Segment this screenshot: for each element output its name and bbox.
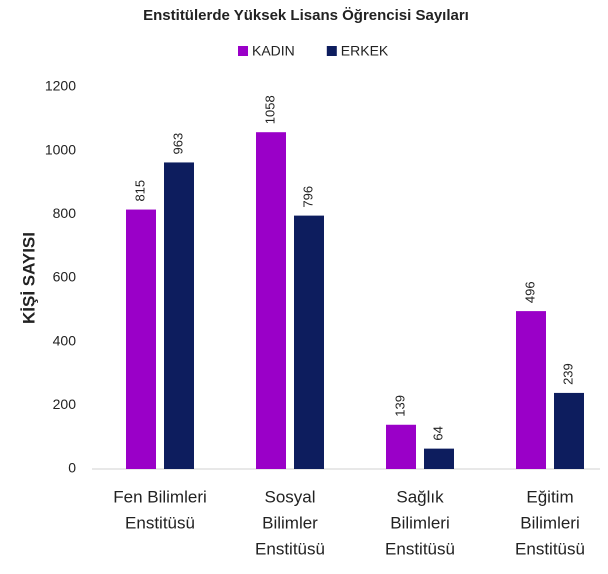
legend-label: ERKEK bbox=[341, 43, 389, 59]
legend-swatch bbox=[238, 46, 248, 56]
y-tick-label: 800 bbox=[53, 205, 77, 221]
y-tick-label: 600 bbox=[53, 269, 77, 285]
chart-title: Enstitülerde Yüksek Lisans Öğrencisi Say… bbox=[143, 7, 469, 24]
value-label: 815 bbox=[132, 180, 147, 202]
bar bbox=[386, 424, 416, 469]
x-tick-label: Bilimler bbox=[262, 513, 318, 532]
y-tick-label: 1200 bbox=[45, 78, 76, 94]
x-tick-label: Enstitüsü bbox=[125, 513, 195, 532]
bar bbox=[126, 209, 156, 469]
x-tick-label: Sağlık bbox=[396, 487, 444, 506]
x-tick-label: Eğitim bbox=[526, 487, 573, 506]
value-label: 496 bbox=[522, 281, 537, 303]
x-tick-label: Fen Bilimleri bbox=[113, 487, 207, 506]
value-label: 64 bbox=[430, 426, 445, 440]
value-label: 1058 bbox=[262, 95, 277, 124]
y-tick-label: 0 bbox=[68, 460, 76, 476]
bar bbox=[256, 132, 286, 469]
bar bbox=[554, 392, 584, 469]
y-axis-label: KİŞİ SAYISI bbox=[19, 232, 38, 324]
y-tick-label: 200 bbox=[53, 396, 77, 412]
legend-swatch bbox=[326, 46, 337, 56]
value-label: 796 bbox=[300, 186, 315, 208]
bar bbox=[516, 311, 546, 469]
bar bbox=[424, 448, 454, 469]
value-label: 239 bbox=[560, 363, 575, 385]
x-tick-label: Enstitüsü bbox=[255, 539, 325, 558]
value-label: 139 bbox=[392, 395, 407, 417]
y-tick-label: 1000 bbox=[45, 141, 76, 157]
bar bbox=[294, 215, 324, 469]
legend-label: KADIN bbox=[252, 43, 295, 59]
x-tick-label: Bilimleri bbox=[390, 513, 450, 532]
x-tick-label: Enstitüsü bbox=[385, 539, 455, 558]
y-tick-label: 400 bbox=[53, 332, 77, 348]
x-tick-label: Bilimleri bbox=[520, 513, 580, 532]
x-tick-label: Enstitüsü bbox=[515, 539, 585, 558]
bar bbox=[164, 162, 194, 469]
x-tick-label: Sosyal bbox=[264, 487, 315, 506]
value-label: 963 bbox=[170, 133, 185, 155]
